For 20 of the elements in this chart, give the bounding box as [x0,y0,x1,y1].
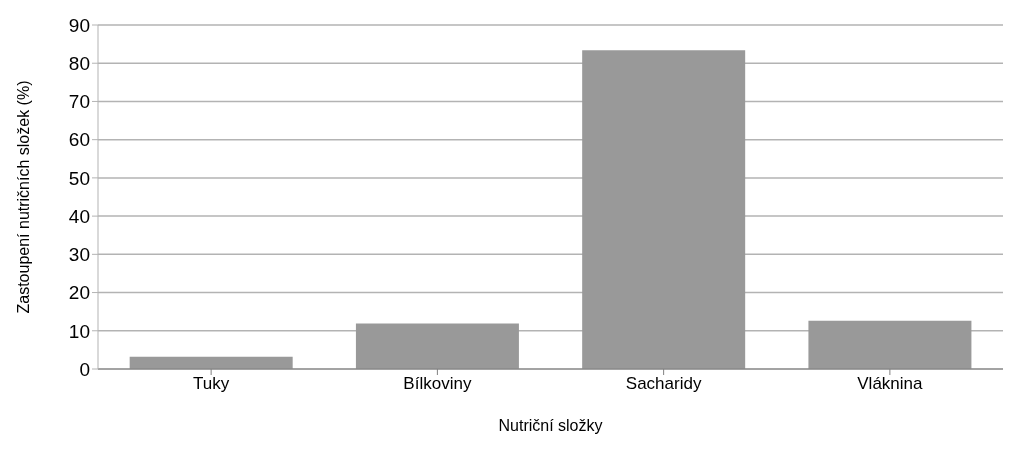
y-tick-label: 90 [68,14,90,36]
y-tick-label: 70 [68,91,90,113]
y-tick-label: 80 [68,52,90,74]
x-tick-label: Tuky [193,374,230,394]
x-tick-label: Bílkoviny [403,374,472,394]
y-tick-label: 50 [68,167,90,189]
bar [355,323,519,369]
x-tick-label: Sacharidy [625,374,702,394]
y-tick-label: 40 [68,205,90,227]
y-tick-label: 0 [79,358,90,380]
x-tick-label: Vláknina [857,374,924,394]
x-axis-title: Nutriční složky [498,417,603,434]
bar [582,50,746,369]
y-tick-label: 60 [68,129,90,151]
bar [129,356,293,369]
y-axis-title: Zastoupení nutričních složek (%) [14,80,32,314]
y-tick-label: 10 [68,320,90,342]
y-tick-label: 30 [68,244,90,266]
bar [808,320,972,369]
y-tick-label: 20 [68,282,90,304]
